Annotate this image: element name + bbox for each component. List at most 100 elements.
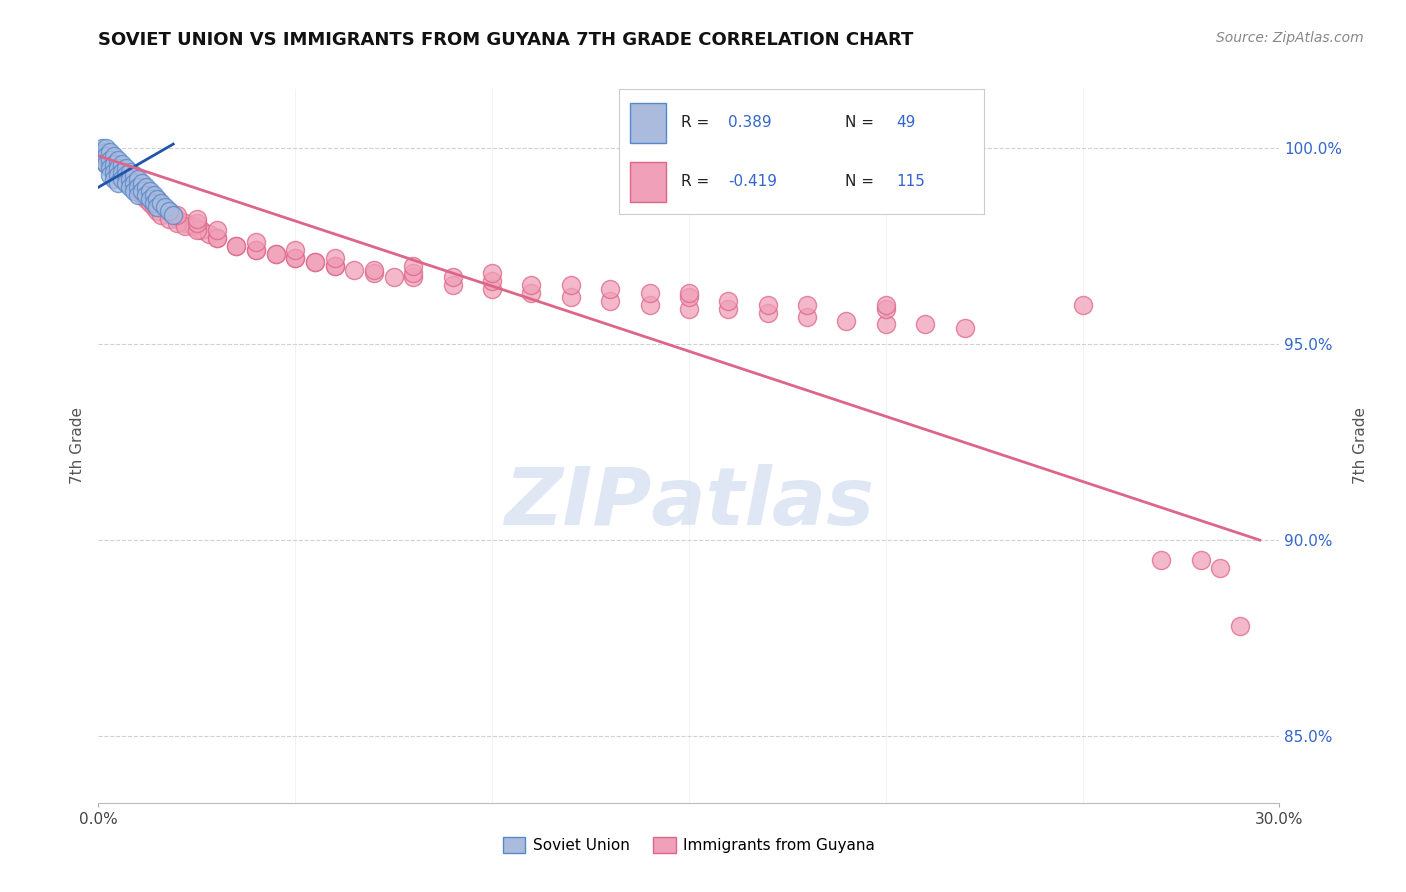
Point: [1071, 298, 1094, 312]
Point: [98, 153, 121, 167]
Point: [245, 243, 267, 257]
Point: [155, 200, 177, 214]
Point: [363, 262, 385, 277]
Point: [520, 278, 543, 293]
Point: [323, 251, 346, 265]
Point: [363, 267, 385, 281]
Point: [1189, 552, 1212, 566]
Point: [96, 157, 118, 171]
Point: [138, 188, 160, 202]
Point: [560, 290, 582, 304]
Point: [122, 184, 145, 198]
Point: [115, 161, 138, 175]
Point: [323, 259, 346, 273]
Point: [174, 215, 197, 229]
Point: [118, 180, 141, 194]
Point: [796, 298, 818, 312]
Point: [122, 180, 145, 194]
Point: [127, 172, 149, 186]
Point: [111, 169, 134, 183]
Point: [91, 141, 114, 155]
Point: [796, 310, 818, 324]
Point: [166, 211, 188, 226]
Point: [155, 203, 177, 218]
Point: [520, 286, 543, 301]
Point: [135, 180, 157, 194]
Point: [150, 200, 173, 214]
Text: 7th Grade: 7th Grade: [70, 408, 84, 484]
Point: [118, 176, 141, 190]
Point: [284, 251, 307, 265]
Point: [135, 188, 157, 202]
Point: [142, 195, 165, 210]
Point: [190, 223, 212, 237]
Point: [98, 161, 121, 175]
Point: [174, 219, 197, 234]
Point: [98, 161, 121, 175]
Point: [127, 180, 149, 194]
Text: R =: R =: [681, 115, 709, 130]
Point: [875, 301, 897, 316]
Point: [146, 203, 169, 218]
Point: [717, 293, 740, 308]
Point: [1229, 619, 1251, 633]
Point: [96, 145, 118, 159]
Point: [96, 153, 118, 167]
Point: [131, 188, 153, 202]
Point: [146, 195, 169, 210]
Point: [135, 188, 157, 202]
Point: [205, 223, 228, 237]
Point: [122, 176, 145, 190]
Point: [111, 169, 134, 183]
Point: [91, 149, 114, 163]
Point: [205, 231, 228, 245]
Bar: [630, 161, 666, 202]
Point: [638, 286, 661, 301]
Point: [225, 239, 247, 253]
Point: [264, 247, 287, 261]
Point: [186, 211, 208, 226]
Point: [157, 203, 180, 218]
Point: [146, 192, 169, 206]
Point: [678, 286, 700, 301]
Point: [205, 231, 228, 245]
Point: [103, 164, 125, 178]
Point: [103, 161, 125, 175]
Point: [304, 254, 326, 268]
Point: [402, 267, 425, 281]
Bar: [630, 103, 666, 143]
Point: [323, 259, 346, 273]
Point: [127, 180, 149, 194]
Point: [98, 157, 121, 171]
Point: [111, 169, 134, 183]
Point: [481, 267, 503, 281]
Point: [186, 215, 208, 229]
Point: [111, 172, 134, 186]
Text: N =: N =: [845, 115, 875, 130]
Point: [96, 157, 118, 171]
Text: R =: R =: [681, 174, 709, 189]
Point: [835, 313, 858, 327]
Point: [225, 239, 247, 253]
Point: [122, 169, 145, 183]
Point: [875, 318, 897, 332]
Text: SOVIET UNION VS IMMIGRANTS FROM GUYANA 7TH GRADE CORRELATION CHART: SOVIET UNION VS IMMIGRANTS FROM GUYANA 7…: [98, 31, 914, 49]
Point: [122, 176, 145, 190]
Point: [131, 184, 153, 198]
Point: [166, 208, 188, 222]
Point: [166, 215, 188, 229]
Point: [382, 270, 405, 285]
Point: [98, 145, 121, 159]
Point: [138, 195, 160, 210]
Point: [181, 219, 204, 234]
Point: [91, 149, 114, 163]
Point: [756, 298, 779, 312]
Point: [245, 243, 267, 257]
Text: N =: N =: [845, 174, 875, 189]
Point: [953, 321, 976, 335]
Point: [146, 200, 169, 214]
Point: [678, 301, 700, 316]
Point: [138, 184, 160, 198]
Point: [1209, 560, 1232, 574]
Point: [127, 184, 149, 198]
